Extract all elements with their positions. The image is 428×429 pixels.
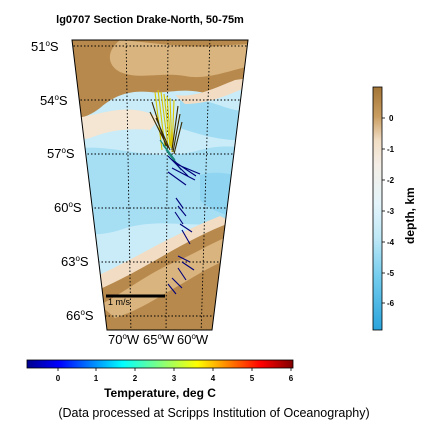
temperature-colorbar: 0 1 2 3 4 5 6 Temperature, deg C [26, 359, 294, 400]
map-frame [71, 39, 249, 331]
lat-label-63: 63oS [61, 254, 89, 269]
lon-label-60: 60oW [177, 332, 209, 347]
map-grid [72, 40, 248, 330]
temperature-colorbar-ticks [57, 368, 292, 371]
temperature-tick: 3 [172, 374, 177, 383]
temperature-tick: 4 [211, 374, 216, 383]
depth-tick: -5 [387, 269, 395, 278]
temperature-tick: 1 [94, 374, 99, 383]
depth-tick: -4 [387, 238, 395, 247]
lat-label-66: 66oS [66, 308, 94, 323]
lat-label-54: 54oS [40, 93, 68, 108]
shallow-water [72, 109, 160, 141]
depth-tick: -3 [387, 207, 395, 216]
scale-label: 1 m/s [108, 297, 131, 307]
depth-tick: -6 [387, 299, 395, 308]
lon-label-70: 70oW [108, 332, 140, 347]
lon-label-65: 65oW [143, 332, 175, 347]
temperature-tick: 6 [289, 374, 294, 383]
shallow-water [72, 216, 232, 302]
lat-label-60: 60oS [54, 200, 82, 215]
temperature-colorbar-label: Temperature, deg C [104, 386, 216, 400]
depth-tick: -1 [387, 145, 395, 154]
depth-colorbar-label: depth, km [403, 187, 417, 244]
temperature-tick: 2 [133, 374, 138, 383]
temperature-colorbar-gradient [26, 359, 294, 369]
ocean-patch [180, 99, 248, 141]
shallow-water [175, 78, 248, 104]
figure-title: lg0707 Section Drake-North, 50-75m [56, 14, 244, 26]
depth-colorbar-ticks [382, 117, 385, 304]
temperature-tick: 5 [250, 374, 255, 383]
footer-credit: (Data processed at Scripps Institution o… [58, 406, 370, 420]
shelf [109, 40, 248, 78]
latitude-labels: 51oS 54oS 57oS 60oS 63oS 66oS [31, 39, 94, 323]
lat-label-57: 57oS [47, 146, 75, 161]
depth-tick: -2 [387, 176, 395, 185]
temperature-vectors [149, 89, 201, 295]
depth-colorbar-gradient [372, 86, 383, 331]
temperature-tick: 0 [56, 374, 61, 383]
depth-tick: 0 [389, 114, 394, 123]
lat-label-51: 51oS [31, 39, 59, 54]
depth-colorbar: 0 -1 -2 -3 -4 -5 -6 depth, km [372, 86, 417, 331]
ocean-patch [72, 146, 248, 235]
longitude-labels: 70oW 65oW 60oW [108, 332, 209, 347]
